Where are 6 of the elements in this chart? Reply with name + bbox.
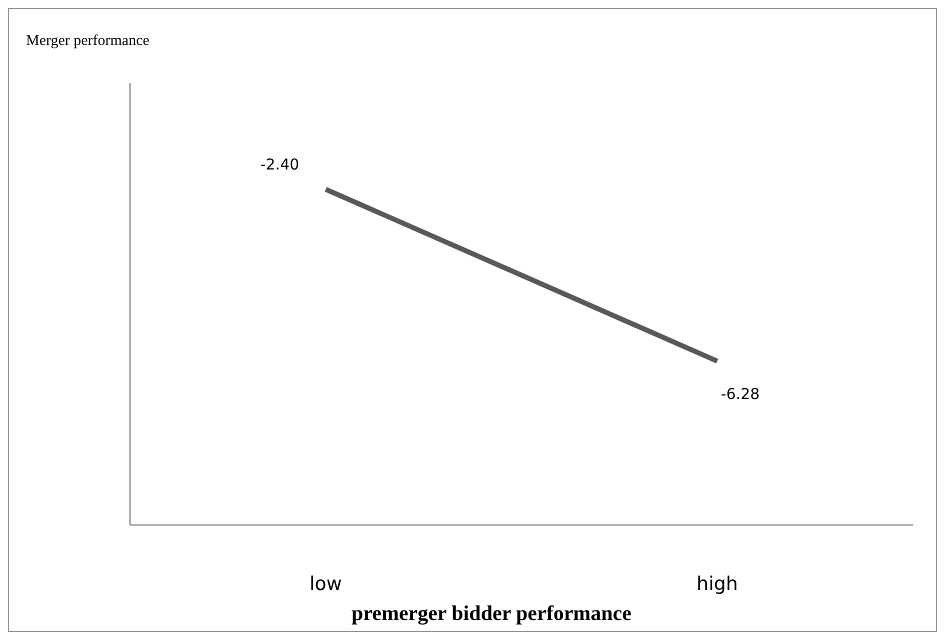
x-tick-label: high	[696, 573, 738, 595]
data-label: -2.40	[260, 155, 300, 174]
x-axis-title: premerger bidder performance	[352, 601, 632, 625]
data-label: -6.28	[720, 385, 760, 404]
text: Merger performance	[26, 33, 150, 49]
x-tick-label: low	[310, 573, 342, 595]
